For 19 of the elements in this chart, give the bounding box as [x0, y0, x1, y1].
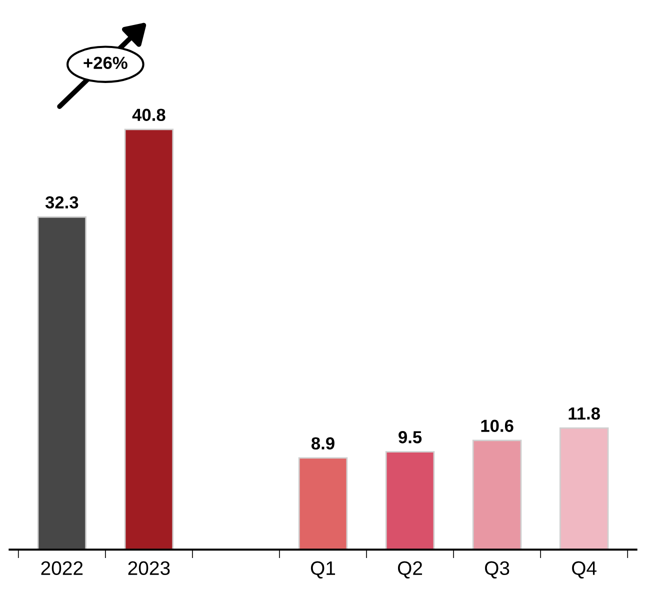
x-tick-label: Q3 [485, 561, 510, 579]
bar [124, 128, 174, 550]
bar [385, 451, 435, 550]
bar [37, 216, 87, 550]
x-tick-label: 2023 [128, 561, 170, 576]
bar [472, 440, 522, 550]
data-label: 32.3 [45, 196, 78, 209]
text: +26% [84, 56, 128, 69]
data-label: 10.6 [481, 420, 514, 432]
data-label: 8.9 [311, 437, 334, 450]
x-tick-label: Q1 [310, 561, 336, 579]
data-label: 40.8 [132, 108, 166, 121]
bar [559, 427, 609, 550]
x-tick-label: 2022 [41, 561, 83, 576]
bar [298, 457, 348, 550]
x-tick-label: Q4 [572, 561, 596, 579]
data-label: 11.8 [568, 407, 600, 420]
x-tick-label: Q2 [398, 561, 422, 579]
data-label: 9.5 [398, 431, 422, 444]
